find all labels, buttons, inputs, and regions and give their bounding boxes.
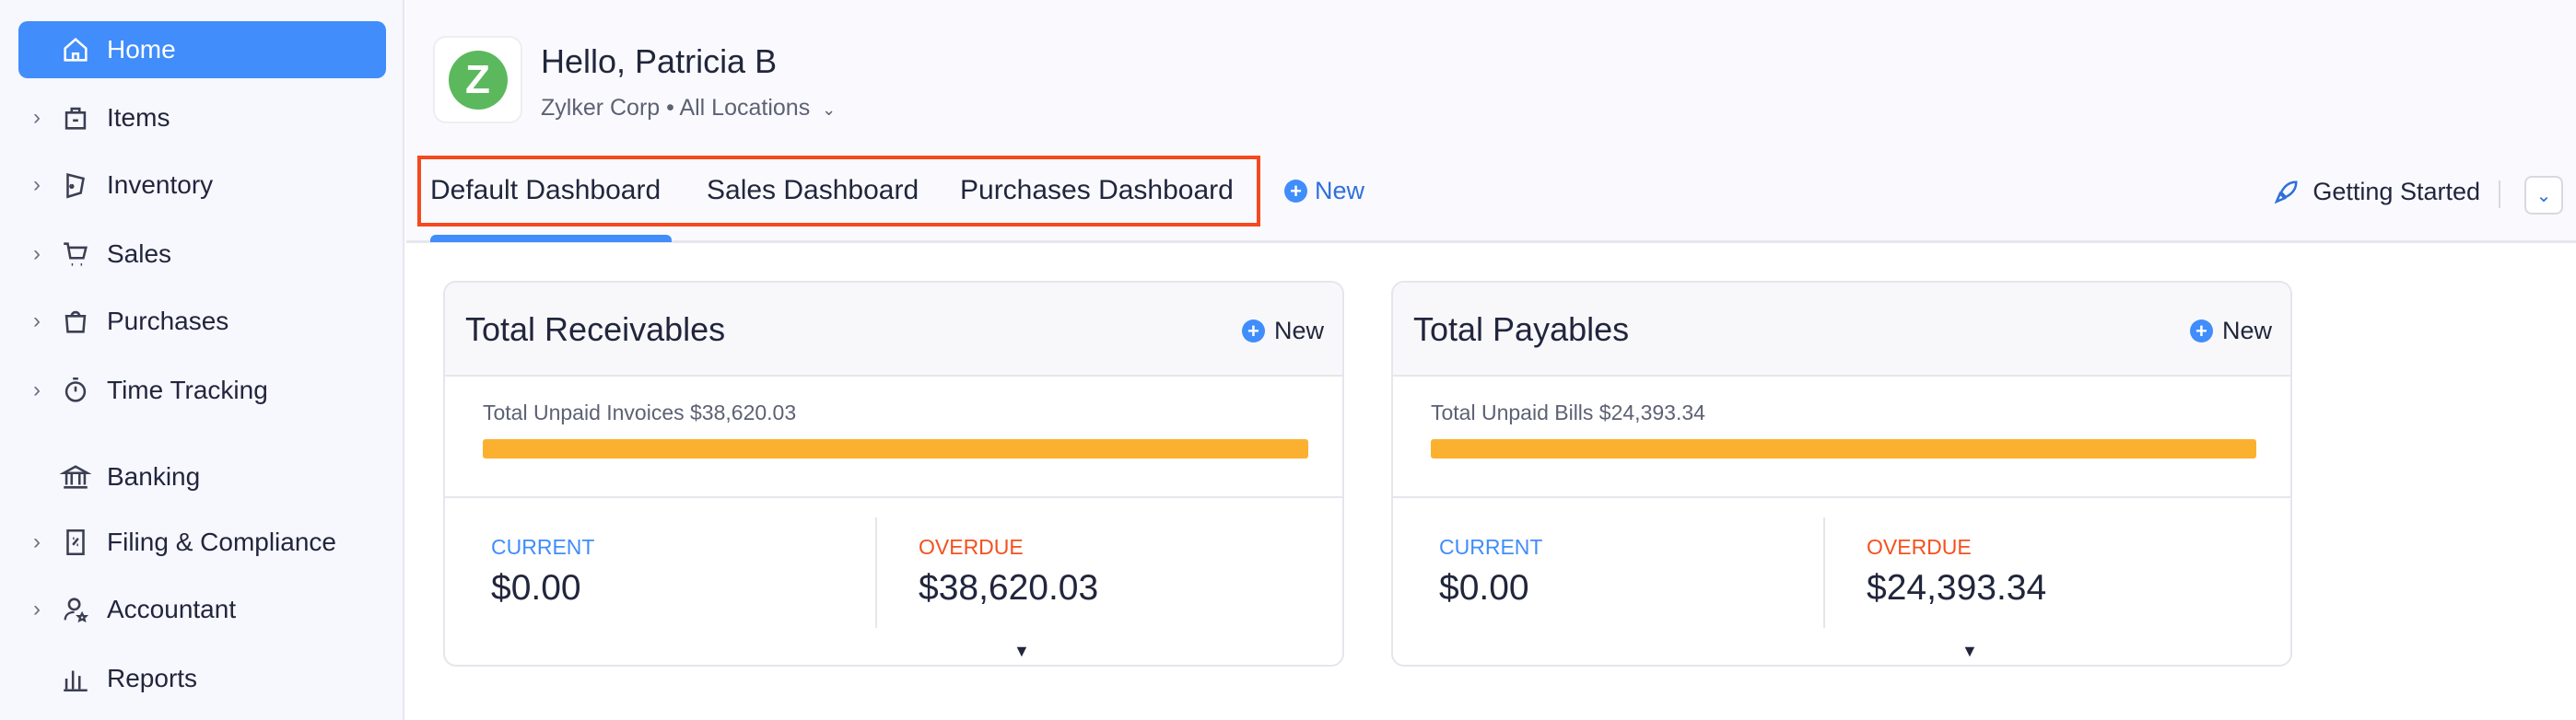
chevron-right-icon[interactable]: › [33, 105, 41, 130]
sidebar-item-label: Inventory [107, 170, 214, 199]
getting-started-label: Getting Started [2313, 178, 2480, 205]
stopwatch-icon [57, 372, 94, 409]
location-name: All Locations [679, 95, 811, 121]
logo-letter: Z [448, 50, 508, 110]
total-payables-card: Total Payables + New Total Unpaid Bills $… [1391, 281, 2292, 667]
overdue-label: OVERDUE [919, 535, 1024, 559]
card-header: Total Payables + New [1393, 283, 2290, 377]
items-bag-icon [57, 99, 94, 136]
plus-circle-icon: + [1284, 180, 1307, 203]
chevron-down-button[interactable]: ⌄ [2524, 176, 2563, 215]
plus-circle-icon: + [2189, 319, 2213, 343]
sidebar-item-home[interactable]: Home [18, 21, 386, 78]
total-unpaid-text: Total Unpaid Invoices $38,620.03 [483, 401, 797, 424]
sidebar-item-label: Purchases [107, 307, 229, 335]
sidebar-item-label: Banking [107, 462, 201, 491]
sidebar-item-sales[interactable]: › Sales [18, 226, 386, 283]
overdue-label: OVERDUE [1867, 535, 1972, 559]
card-header: Total Receivables + New [445, 283, 1342, 377]
current-value: $0.00 [1439, 568, 1529, 608]
dashboard-header: Z Hello, Patricia B Zylker Corp • All Lo… [406, 0, 2576, 243]
total-receivables-card: Total Receivables + New Total Unpaid Invo… [443, 281, 1344, 667]
sidebar-item-label: Home [107, 35, 176, 64]
getting-started-button[interactable]: Getting Started [2272, 178, 2480, 206]
sidebar-item-label: Filing & Compliance [107, 528, 336, 556]
divider [2499, 180, 2500, 208]
card-title: Total Receivables [465, 310, 726, 348]
sidebar-item-items[interactable]: › Items [18, 89, 386, 146]
bank-icon [57, 459, 94, 495]
sidebar-item-label: Accountant [107, 595, 237, 623]
overdue-value[interactable]: $24,393.34 [1867, 568, 2047, 608]
divider [1393, 496, 2290, 498]
chevron-right-icon[interactable]: › [33, 377, 41, 402]
caret-down-icon[interactable]: ▼ [1013, 642, 1030, 660]
sidebar-item-label: Reports [107, 664, 198, 692]
tab-sales-dashboard[interactable]: Sales Dashboard [707, 175, 919, 205]
current-value: $0.00 [491, 568, 581, 608]
tabs-highlight-box [417, 156, 1260, 226]
tab-default-dashboard[interactable]: Default Dashboard [430, 175, 662, 205]
chevron-right-icon[interactable]: › [33, 597, 41, 621]
filing-icon [57, 524, 94, 561]
divider [445, 496, 1342, 498]
greeting: Hello, Patricia B [541, 42, 778, 80]
caret-down-icon[interactable]: ▼ [1961, 642, 1978, 660]
new-dashboard-button[interactable]: + New [1284, 177, 1364, 205]
chevron-right-icon[interactable]: › [33, 529, 41, 554]
sidebar-item-label: Items [107, 103, 170, 132]
sidebar-item-inventory[interactable]: › Inventory [18, 157, 386, 214]
overdue-value[interactable]: $38,620.03 [919, 568, 1099, 608]
org-logo: Z [433, 36, 522, 123]
bag-icon [57, 303, 94, 340]
reports-icon [57, 660, 94, 697]
current-label: CURRENT [1439, 535, 1543, 559]
chevron-right-icon[interactable]: › [33, 241, 41, 266]
sidebar-item-banking[interactable]: Banking [18, 448, 386, 505]
chevron-right-icon[interactable]: › [33, 308, 41, 333]
tab-purchases-dashboard[interactable]: Purchases Dashboard [960, 175, 1234, 205]
total-unpaid-text: Total Unpaid Bills $24,393.34 [1431, 401, 1705, 424]
org-location-selector[interactable]: Zylker Corp • All Locations ⌄ [541, 95, 837, 121]
sidebar-item-filing-compliance[interactable]: › Filing & Compliance [18, 514, 386, 571]
sidebar: Home › Items › Inventory › Sales › Purchases › Tim… [0, 0, 404, 720]
new-label: New [1315, 177, 1365, 204]
org-name: Zylker Corp [541, 95, 661, 121]
card-title: Total Payables [1413, 310, 1630, 348]
plus-circle-icon: + [1241, 319, 1265, 343]
cart-icon [57, 236, 94, 273]
chevron-down-icon: ⌄ [822, 100, 837, 119]
home-icon [57, 31, 94, 68]
rocket-icon [2275, 180, 2298, 203]
accountant-icon [57, 591, 94, 628]
current-label: CURRENT [491, 535, 595, 559]
sidebar-item-label: Sales [107, 239, 172, 268]
card-new-button[interactable]: + New [1241, 317, 1324, 345]
sidebar-item-reports[interactable]: Reports [18, 650, 386, 707]
sidebar-item-accountant[interactable]: › Accountant [18, 581, 386, 638]
sidebar-item-time-tracking[interactable]: › Time Tracking [18, 362, 386, 419]
active-tab-indicator [430, 235, 672, 242]
divider [875, 517, 877, 628]
inventory-icon [57, 167, 94, 203]
chevron-right-icon[interactable]: › [33, 172, 41, 197]
new-label: New [1273, 317, 1324, 344]
chevron-down-icon: ⌄ [2535, 185, 2552, 206]
divider [1823, 517, 1825, 628]
overdue-progress-bar [483, 439, 1308, 459]
overdue-progress-bar [1431, 439, 2256, 459]
new-label: New [2221, 317, 2272, 344]
card-new-button[interactable]: + New [2189, 317, 2272, 345]
sidebar-item-purchases[interactable]: › Purchases [18, 293, 386, 350]
sidebar-item-label: Time Tracking [107, 376, 268, 404]
